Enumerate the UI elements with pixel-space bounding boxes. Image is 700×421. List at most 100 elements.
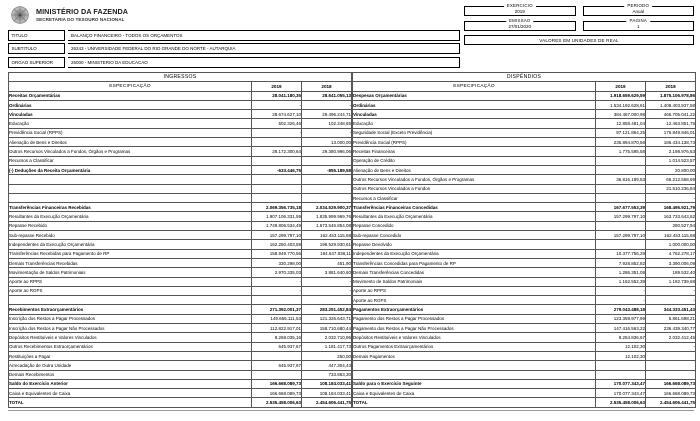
row-label: Receitas Orçamentárias [8,90,252,101]
row-value-2019 [595,164,647,176]
ingressos-body: Receitas Orçamentárias 28.041.180,35 28.64… [8,90,353,399]
row-value-2019 [595,155,647,166]
exercicio-legend: EXERCICIO [503,3,536,9]
meta-label-orgao-superior: ORGAO SUPERIOR [8,56,65,68]
table-row: Vinculadas 28.674.627,10 29.496.244,71 [8,109,353,120]
row-value-2018 [300,183,353,194]
row-label: Aporte ao RGPS [352,295,597,306]
table-row: Alienação de Bens e Direitos 20.800,00 [352,164,697,176]
ministry-title: MINISTÉRIO DA FAZENDA [36,6,129,16]
table-row: Outros Recursos Vinculados a Fundos, Órg… [8,146,353,157]
dispendios-year-current-header: 2019 [595,81,647,92]
row-label: Transferências Recebidas para Pagamento … [8,248,252,259]
row-value-2019: 7.928.852,82 [595,257,647,269]
row-label [8,192,252,204]
table-row: Alienação de Bens e Direitos 13.000,00 [8,137,353,148]
row-value-2019: 28.041.180,35 [251,90,302,101]
row-value-2019: 330.298,00 [251,257,302,269]
row-value-2019: 12.102,30 [595,341,647,352]
table-row: Ordinárias 1.534.192.628,61 1.408.403.937,… [352,99,697,111]
row-value-2018: 344.333.451,43 [645,304,697,315]
table-row: Restituições a Pagar 250,00 [8,350,353,362]
table-row: Saldo do Exercício Anterior 166.668.089,7… [8,378,353,390]
emissao-value: 27/01/2020 [508,23,532,29]
row-value-2019: 384.467.000,98 [595,109,647,120]
row-label: Caixa e Equivalentes de Caixa [352,388,597,399]
ingressos-group-header-row: INGRESSOS [7,71,353,83]
row-value-2018: 163.733.643,62 [645,211,697,222]
table-row: Movimento de Saldos Patrimoniais 1.162.55… [352,276,697,287]
table-row: Sub-repasse Recebido 157.299.797,10 162.45… [8,230,353,241]
periodo-legend: PERIODO [624,3,653,9]
ingressos-total-2018: 2.454.606.441,75 [300,397,353,408]
table-row: Pagamento dos Restos a Pagar Processados… [352,313,697,325]
row-label: Caixa e Equivalentes de Caixa [8,388,252,399]
table-row: Repasse Recebido 1.749.806.534,49 1.673.54… [8,220,353,232]
ingressos-table: INGRESSOS ESPECIFICAÇÃO 2019 2018 Receit… [7,71,353,408]
row-value-2019: 1.918.659.629,59 [595,90,647,101]
row-value-2019: 2.970.335,03 [251,267,302,278]
row-label: Transferências Concedidas para Pagamento… [352,257,597,269]
row-value-2018: - [645,285,697,297]
row-label: Ordinárias [352,99,597,111]
row-label: Outros Pagamentos Extraorçamentários [352,341,597,352]
table-row: Repasse Devolvido 1.000.000,00 [352,239,697,250]
row-label: Restituições a Pagar [8,350,252,362]
dispendios-table: DISPÊNDIOS ESPECIFICAÇÃO 2019 2018 Despe… [352,71,697,408]
row-value-2018: 1.835.999.969,76 [300,211,353,222]
row-value-2018: - [645,192,697,204]
table-row: Independentes da Execução Orçamentária 10… [352,248,697,259]
dispendios-total-row: TOTAL 2.535.458.006,63 2.454.606.441,75 [352,397,697,408]
table-row [8,183,353,194]
row-label: Resultantes da Execução Orçamentária [352,211,597,222]
meta-label-titulo: TITULO [8,29,65,41]
dispendios-group-header-row: DISPÊNDIOS [352,71,697,83]
row-value-2018: 3.881.640,60 [300,267,353,278]
row-label: Educação [8,118,252,129]
row-value-2018 [300,174,353,185]
row-value-2019: 166.668.089,73 [251,388,302,399]
row-label: Saldo do Exercício Anterior [8,378,252,390]
dispendios-total-2018: 2.454.606.441,75 [645,397,697,408]
brand-text: MINISTÉRIO DA FAZENDA SECRETARIA DO TESO… [36,6,129,22]
table-row: Aporte ao RPPS - - [352,285,697,297]
table-row: Ordinárias - - [8,99,353,111]
row-value-2019: - [251,99,302,111]
row-label: Depósitos Restituíveis e Valores Vincula… [8,332,252,343]
table-row: Inscrição dos Restos a Pagar Processados… [8,313,353,325]
table-row: Outros Pagamentos Extraorçamentários 12.1… [352,341,697,352]
row-label: Inscrição dos Restos a Pagar Não Process… [8,322,252,334]
row-label: Demais Recebimentos [8,369,252,380]
row-label: Alienação de Bens e Direitos [8,137,252,148]
meta-row-subtitulo: SUBTITULO 26243 - UNIVERSIDADE FEDERAL D… [8,43,460,54]
report-header: MINISTÉRIO DA FAZENDA SECRETARIA DO TESO… [0,0,700,72]
ingressos-column-header-row: ESPECIFICAÇÃO 2019 2018 [8,81,353,92]
row-label: Movimento de Saldos Patrimoniais [352,276,597,287]
row-value-2019: 149.655.111,53 [251,313,302,325]
header-right-block: EXERCICIO 2019 PERIODO Anual EMISSAO 27/… [460,3,694,45]
secretariat-subtitle: SECRETARIA DO TESOURO NACIONAL [36,16,125,22]
emissao-legend: EMISSAO [506,17,534,23]
row-value-2018: 733.863,30 [300,369,353,380]
table-row: Educação 502.326,46 102.248,65 [8,118,353,129]
meta-label-subtitulo: SUBTITULO [8,43,65,54]
row-label: Recebimentos Extraorçamentários [8,304,252,315]
row-label: Depósitos Restituíveis e Valores Vincula… [352,332,597,343]
table-row: Arrecadação de Outra Unidade 645.937,67 44… [8,360,353,371]
table-row: Seguridade Social (Exceto Previdência) 97… [352,127,697,139]
row-label [8,183,252,194]
row-label: Sub-repasse Recebido [8,230,252,241]
row-value-2019: 1.907.106.331,59 [251,211,302,222]
row-value-2018: 250,00 [300,350,353,362]
row-value-2018: - [300,276,353,287]
table-row: Caixa e Equivalentes de Caixa 170.077.343… [352,388,697,399]
row-value-2019: 36.816.189,53 [595,174,647,185]
row-value-2019 [251,192,302,204]
row-value-2018: 66.212.568,69 [645,174,697,185]
row-value-2018: 29.380.996,06 [300,146,353,157]
table-row: Inscrição dos Restos a Pagar Não Process… [8,322,353,334]
row-value-2019: 157.299.797,10 [595,230,647,241]
row-value-2018: - [645,341,697,352]
dispendios-total-2019: 2.535.458.006,63 [595,397,647,408]
row-value-2019 [595,183,647,194]
